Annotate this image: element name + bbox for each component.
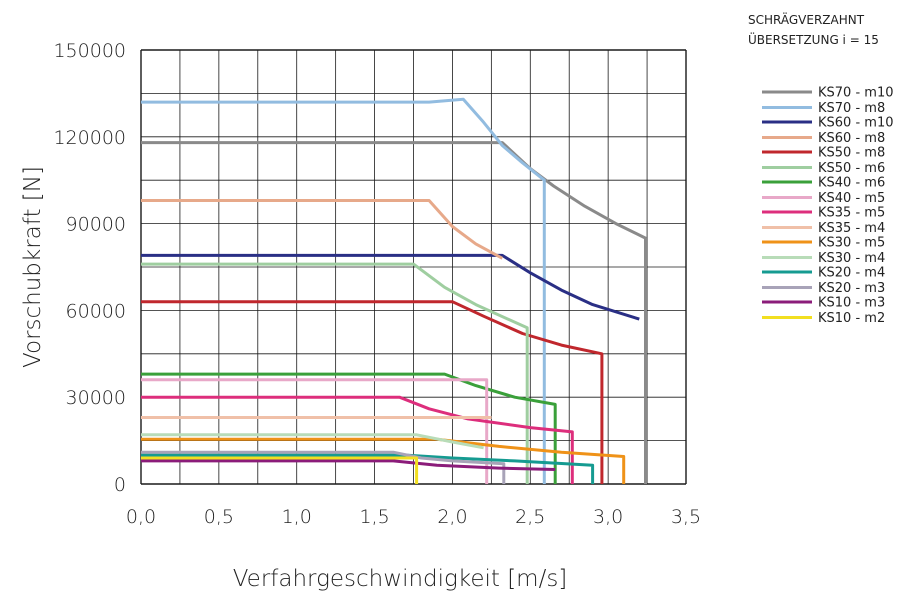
x-tick-label: 1,0 [282, 506, 312, 528]
legend-label: KS30 - m4 [818, 251, 885, 266]
legend-label: KS10 - m3 [818, 296, 885, 311]
series-line-ks60-m8 [141, 199, 504, 260]
chart-grid [140, 49, 687, 485]
series-line-ks30-m5 [141, 437, 626, 484]
y-tick-label: 0 [114, 474, 126, 496]
series-line-ks40-m5 [141, 378, 489, 484]
x-tick-label: 2,0 [437, 506, 467, 528]
legend-label: KS60 - m10 [818, 116, 893, 131]
y-tick-label: 90000 [66, 214, 126, 236]
legend-label: KS10 - m2 [818, 311, 885, 326]
legend-label: KS60 - m8 [818, 131, 885, 146]
series-line-ks20-m4 [141, 453, 595, 484]
x-tick-label: 0,0 [126, 506, 156, 528]
legend-label: KS50 - m8 [818, 146, 885, 161]
y-tick-label: 150000 [53, 40, 126, 62]
x-tick-label: 0,5 [204, 506, 234, 528]
x-tick-label: 1,5 [359, 506, 389, 528]
series-line-ks50-m8 [141, 300, 604, 484]
y-axis-ticks: 0 30000 60000 90000 120000 150000 [53, 40, 126, 496]
legend-label: KS40 - m6 [818, 176, 885, 191]
x-tick-label: 3,5 [671, 506, 701, 528]
legend-label: KS35 - m4 [818, 221, 885, 236]
x-tick-label: 2,5 [515, 506, 545, 528]
series-line-ks40-m6 [141, 372, 557, 484]
series-line-ks70-m10 [141, 141, 647, 484]
legend-label: KS20 - m4 [818, 266, 885, 281]
legend-label: KS20 - m3 [818, 281, 885, 296]
series-line-ks70-m8 [141, 97, 546, 484]
y-axis-title: Vorschubkraft [N] [20, 166, 46, 368]
series-line-ks10-m2 [141, 456, 419, 484]
legend-label: KS30 - m5 [818, 236, 885, 251]
chart-series [141, 97, 647, 484]
y-tick-label: 60000 [66, 300, 126, 322]
series-line-ks10-m3 [141, 459, 556, 471]
legend-label: KS70 - m8 [818, 101, 885, 116]
note-line-ratio: ÜBERSETZUNG i = 15 [748, 33, 879, 47]
chart-note: SCHRÄGVERZAHNT ÜBERSETZUNG i = 15 [748, 10, 879, 50]
legend-label: KS40 - m5 [818, 191, 885, 206]
legend-label: KS35 - m5 [818, 206, 885, 221]
legend-label: KS70 - m10 [818, 86, 893, 101]
series-line-ks60-m10 [141, 253, 640, 321]
x-tick-label: 3,0 [593, 506, 623, 528]
note-line-gearing: SCHRÄGVERZAHNT [748, 13, 865, 27]
legend-label: KS50 - m6 [818, 161, 885, 176]
y-tick-label: 120000 [53, 127, 126, 149]
y-tick-label: 30000 [66, 387, 126, 409]
series-line-ks50-m6 [141, 262, 529, 484]
series-line-ks30-m4 [141, 433, 484, 450]
x-axis-title: Verfahrgeschwindigkeit [m/s] [233, 566, 568, 592]
x-axis-ticks: 0,0 0,5 1,0 1,5 2,0 2,5 3,0 3,5 [126, 506, 701, 528]
